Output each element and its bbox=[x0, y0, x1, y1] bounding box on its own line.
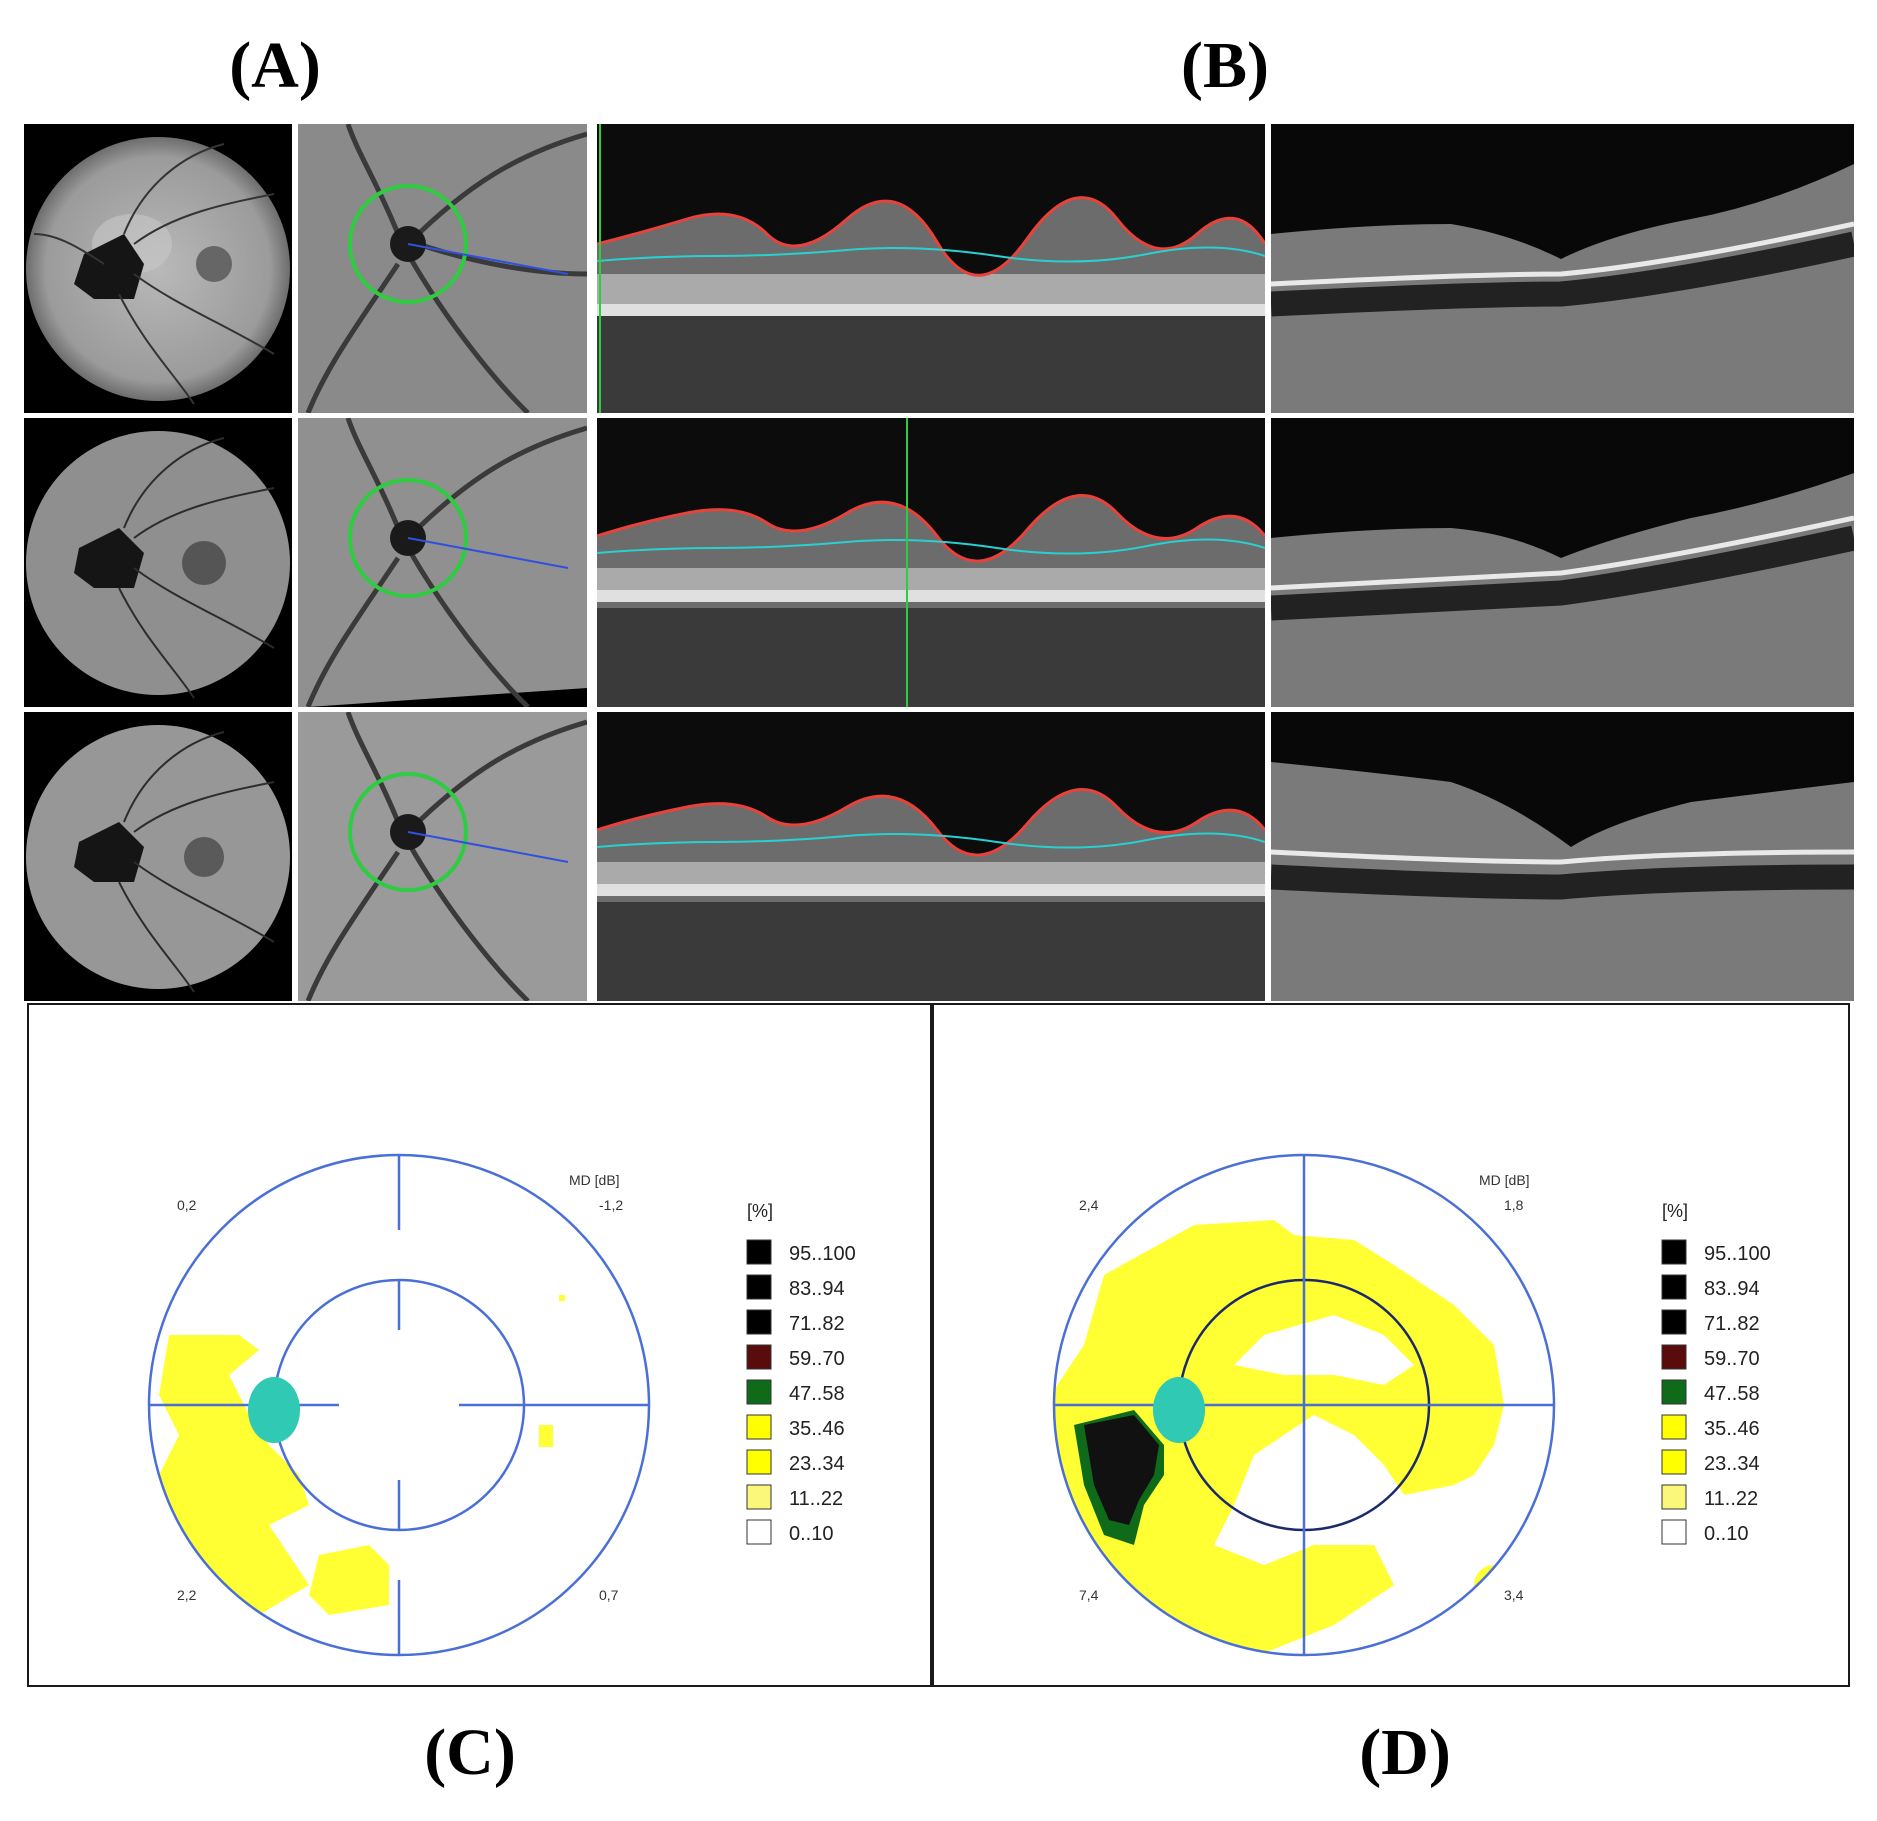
legend-label: 59..70 bbox=[1704, 1348, 1760, 1370]
quadrant-value-bottom-right-c: 0,7 bbox=[599, 1587, 619, 1603]
legend-label: 71..82 bbox=[789, 1313, 845, 1335]
visual-field-crosshair bbox=[1054, 1155, 1554, 1655]
legend-swatch bbox=[1661, 1344, 1687, 1370]
oct-circumpapillary-scan-row3 bbox=[597, 712, 1265, 1001]
oct-macular-scan-row3 bbox=[1271, 712, 1854, 1001]
legend-label: 59..70 bbox=[789, 1348, 845, 1370]
legend-label: 0..10 bbox=[789, 1523, 833, 1545]
legend-label: 23..34 bbox=[1704, 1453, 1760, 1475]
legend-label: 71..82 bbox=[1704, 1313, 1760, 1335]
fundus-autofluorescence-image-row2 bbox=[24, 418, 292, 707]
legend-swatch bbox=[1661, 1449, 1687, 1475]
infrared-onh-image-row1 bbox=[298, 124, 587, 413]
scotoma-map-c bbox=[159, 1295, 565, 1615]
legend-swatch bbox=[746, 1484, 772, 1510]
legend-swatch bbox=[1661, 1274, 1687, 1300]
legend-swatch bbox=[746, 1414, 772, 1440]
legend-label: 23..34 bbox=[789, 1453, 845, 1475]
oct-macular-scan-row2 bbox=[1271, 418, 1854, 707]
oct-macular-scan-row1 bbox=[1271, 124, 1854, 413]
fundus-autofluorescence-image-row1 bbox=[24, 124, 292, 413]
legend-swatch bbox=[746, 1274, 772, 1300]
infrared-onh-image-row3 bbox=[298, 712, 587, 1001]
legend-swatch bbox=[1661, 1309, 1687, 1335]
legend-swatch bbox=[1661, 1484, 1687, 1510]
legend-label: 11..22 bbox=[789, 1488, 843, 1510]
legend-swatch bbox=[1661, 1379, 1687, 1405]
quadrant-value-top-left-d: 2,4 bbox=[1079, 1197, 1099, 1213]
panel-label-c: (C) bbox=[424, 1716, 516, 1789]
quadrant-value-bottom-left-d: 7,4 bbox=[1079, 1587, 1099, 1603]
legend-c: 95..100 83..94 71..82 59..70 47..58 35..46 23.… bbox=[746, 1239, 856, 1545]
oct-circumpapillary-scan-row2 bbox=[597, 418, 1265, 707]
blind-spot bbox=[1153, 1377, 1205, 1443]
legend-swatch bbox=[746, 1239, 772, 1265]
panel-label-d: (D) bbox=[1359, 1716, 1451, 1789]
legend-d: 95..100 83..94 71..82 59..70 47..58 35..46 23.… bbox=[1661, 1239, 1771, 1545]
quadrant-value-bottom-right-d: 3,4 bbox=[1504, 1587, 1524, 1603]
legend-label: 95..100 bbox=[789, 1243, 856, 1265]
legend-swatch bbox=[1661, 1239, 1687, 1265]
legend-label: 35..46 bbox=[789, 1418, 845, 1440]
oct-circumpapillary-scan-row1 bbox=[597, 124, 1265, 413]
visual-field-panel-d: MD [dB] 2,4 1,8 7,4 3,4 [%] 95..100 83..9… bbox=[932, 1003, 1850, 1687]
blind-spot bbox=[248, 1377, 300, 1443]
legend-swatch bbox=[746, 1309, 772, 1335]
fundus-autofluorescence-image-row3 bbox=[24, 712, 292, 1001]
legend-label: 47..58 bbox=[1704, 1383, 1760, 1405]
quadrant-value-bottom-left-c: 2,2 bbox=[177, 1587, 197, 1603]
quadrant-value-top-left-c: 0,2 bbox=[177, 1197, 197, 1213]
legend-swatch bbox=[746, 1449, 772, 1475]
legend-label: 35..46 bbox=[1704, 1418, 1760, 1440]
legend-swatch bbox=[746, 1379, 772, 1405]
quadrant-value-top-right-d: 1,8 bbox=[1504, 1197, 1524, 1213]
visual-field-panel-c: MD [dB] 0,2 -1,2 2,2 0,7 [%] 95..100 83..… bbox=[27, 1003, 932, 1687]
legend-label: 0..10 bbox=[1704, 1523, 1748, 1545]
md-axis-title-d: MD [dB] bbox=[1479, 1172, 1530, 1188]
legend-label: 11..22 bbox=[1704, 1488, 1758, 1510]
legend-swatch bbox=[746, 1519, 772, 1545]
legend-title-d: [%] bbox=[1662, 1201, 1688, 1221]
legend-label: 83..94 bbox=[789, 1278, 845, 1300]
infrared-onh-image-row2 bbox=[298, 418, 587, 707]
legend-label: 95..100 bbox=[1704, 1243, 1771, 1265]
legend-swatch bbox=[1661, 1414, 1687, 1440]
visual-field-crosshair bbox=[149, 1155, 649, 1655]
md-axis-title-c: MD [dB] bbox=[569, 1172, 620, 1188]
legend-swatch bbox=[1661, 1519, 1687, 1545]
legend-title-c: [%] bbox=[747, 1201, 773, 1221]
legend-label: 83..94 bbox=[1704, 1278, 1760, 1300]
panel-label-a: (A) bbox=[229, 29, 321, 102]
legend-label: 47..58 bbox=[789, 1383, 845, 1405]
panel-label-b: (B) bbox=[1181, 29, 1269, 102]
scotoma-map-d bbox=[1054, 1219, 1514, 1655]
quadrant-value-top-right-c: -1,2 bbox=[599, 1197, 623, 1213]
legend-swatch bbox=[746, 1344, 772, 1370]
